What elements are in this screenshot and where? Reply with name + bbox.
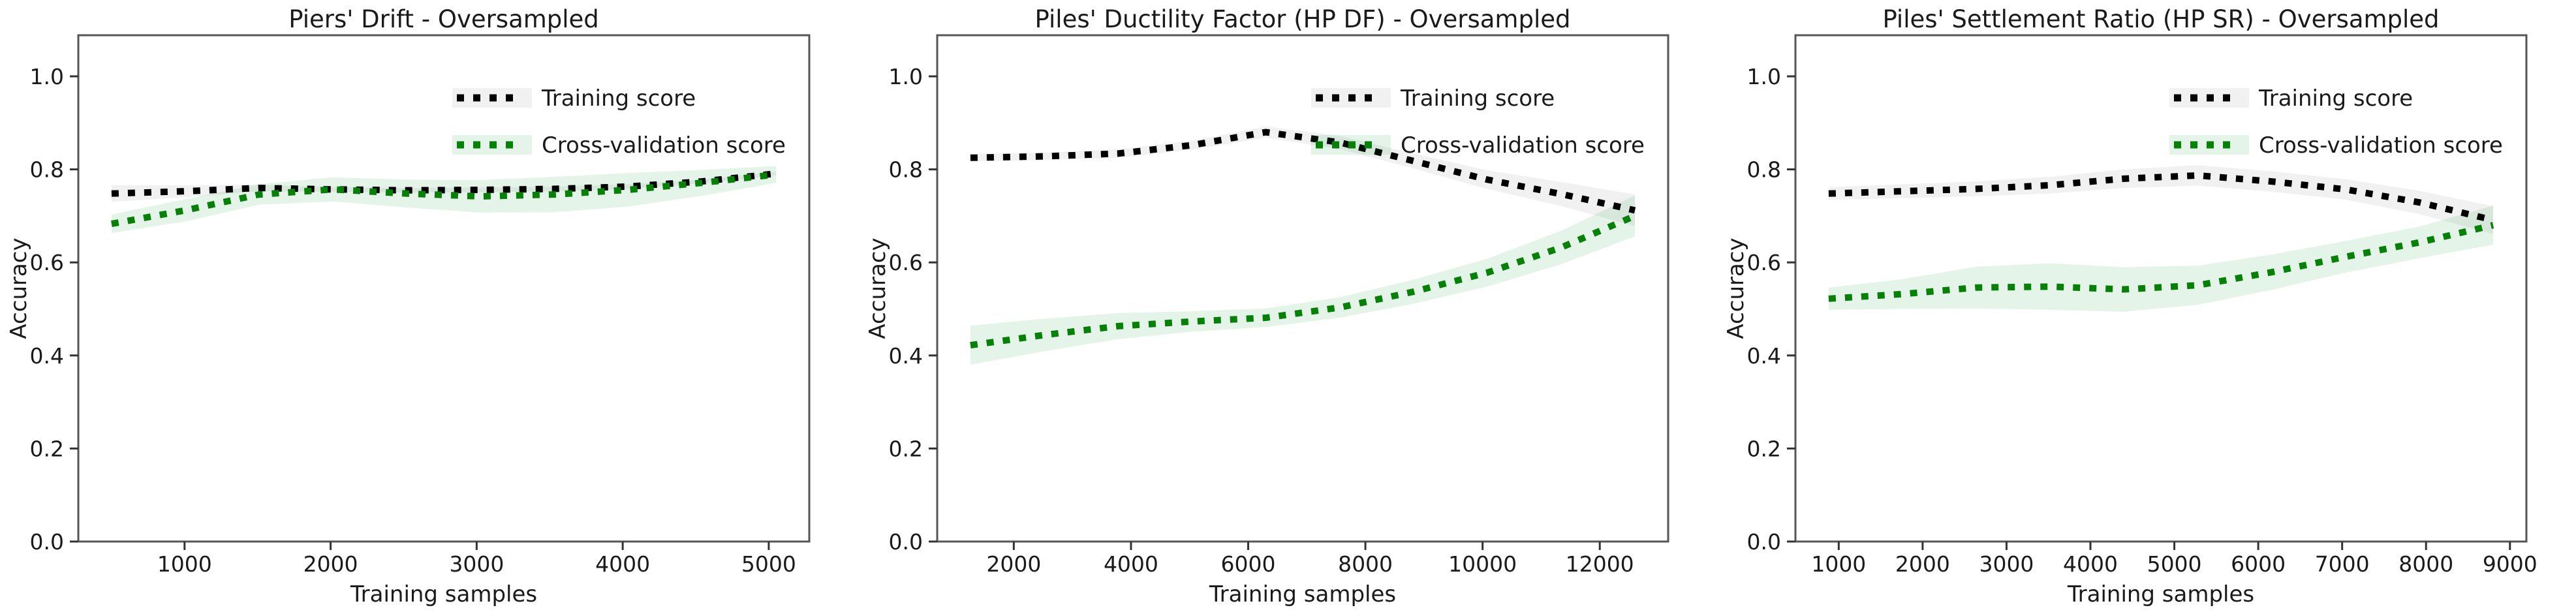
y-tick-label: 1.0 — [30, 64, 64, 89]
x-axis-label: Training samples — [2067, 581, 2254, 607]
y-tick-label: 1.0 — [888, 64, 922, 89]
chart-piles-ductility-factor: 0.0 0.2 0.4 0.6 0.8 1.0 2000 4000 6000 8000 10000 1… — [865, 5, 1669, 607]
x-tick-label: 8000 — [1338, 551, 1393, 577]
plot-frame — [1794, 34, 2528, 543]
chart-title: Piles' Settlement Ratio (HP SR) - Oversa… — [1883, 5, 2440, 33]
y-axis-label: Accuracy — [1723, 237, 1749, 339]
legend: Training score Cross-validation score — [1311, 85, 1645, 159]
cv-score-line — [1828, 222, 2494, 302]
chart-piers-drift: 0.0 0.2 0.4 0.6 0.8 1.0 1000 2000 3000 4000 5000 Tr… — [6, 5, 811, 607]
y-tick-label: 0.6 — [888, 250, 922, 275]
y-tick-label: 0.2 — [30, 436, 64, 461]
y-tick-label: 0.8 — [1747, 157, 1781, 183]
legend-label-training: Training score — [2258, 85, 2413, 112]
y-axis-label: Accuracy — [6, 237, 32, 339]
x-axis-label: Training samples — [1209, 581, 1396, 607]
y-tick-label: 0.0 — [888, 529, 922, 555]
x-tick-label: 8000 — [2399, 551, 2454, 577]
x-tick-label: 5000 — [741, 551, 796, 577]
subplot-piers-drift: 0.0 0.2 0.4 0.6 0.8 1.0 1000 2000 3000 4000 5000 Tr… — [0, 0, 859, 612]
x-tick-label: 3000 — [449, 551, 504, 577]
plot-area — [1828, 165, 2494, 312]
y-tick-label: 0.8 — [30, 157, 64, 183]
training-score-line — [1829, 172, 2494, 224]
plot-frame — [77, 34, 811, 543]
legend-label-cv: Cross-validation score — [2259, 132, 2503, 159]
y-tick-label: 0.4 — [888, 343, 922, 369]
subplot-piles-ductility-factor: 0.0 0.2 0.4 0.6 0.8 1.0 2000 4000 6000 8000 10000 1… — [859, 0, 1718, 612]
x-tick-label: 4000 — [1104, 551, 1158, 577]
y-tick-label: 0.6 — [30, 250, 64, 275]
cv-score-band — [970, 195, 1635, 365]
x-tick-label: 4000 — [2063, 551, 2118, 577]
cv-score-band — [111, 166, 777, 234]
cv-score-band — [1829, 206, 2494, 312]
legend: Training score Cross-validation score — [2169, 85, 2503, 159]
y-axis-label: Accuracy — [865, 237, 891, 339]
legend-label-training: Training score — [541, 85, 696, 112]
y-tick-label: 0.0 — [30, 529, 64, 555]
y-tick-label: 0.2 — [1747, 436, 1781, 461]
chart-piles-settlement-ratio: 0.0 0.2 0.4 0.6 0.8 1.0 1000 2000 3000 4000 5000 60… — [1723, 5, 2537, 607]
x-tick-label: 2000 — [303, 551, 358, 577]
x-tick-label: 6000 — [1220, 551, 1275, 577]
legend-label-cv: Cross-validation score — [1401, 132, 1645, 159]
x-tick-label: 10000 — [1448, 551, 1517, 577]
x-tick-label: 7000 — [2315, 551, 2370, 577]
x-tick-label: 5000 — [2147, 551, 2202, 577]
chart-title: Piers' Drift - Oversampled — [288, 5, 599, 33]
x-tick-label: 1000 — [1812, 551, 1867, 577]
training-score-band — [1829, 165, 2494, 234]
y-tick-label: 0.2 — [888, 436, 922, 461]
x-tick-label: 9000 — [2483, 551, 2537, 577]
legend-label-training: Training score — [1400, 85, 1555, 112]
x-tick-label: 2000 — [986, 551, 1041, 577]
plot-area — [111, 166, 777, 234]
y-tick-label: 0.0 — [1747, 529, 1781, 555]
y-tick-label: 0.4 — [1747, 343, 1781, 369]
legend-label-cv: Cross-validation score — [542, 132, 786, 159]
y-tick-label: 1.0 — [1747, 64, 1781, 89]
x-tick-label: 2000 — [1895, 551, 1950, 577]
y-tick-label: 0.8 — [888, 157, 922, 183]
x-tick-label: 4000 — [595, 551, 650, 577]
legend: Training score Cross-validation score — [452, 85, 786, 159]
plot-frame — [936, 34, 1669, 543]
x-axis-label: Training samples — [350, 581, 537, 607]
y-tick-label: 0.6 — [1747, 250, 1781, 275]
training-score-line — [970, 129, 1636, 214]
training-score-line — [111, 170, 777, 197]
cv-score-line — [111, 171, 777, 227]
x-tick-label: 12000 — [1565, 551, 1634, 577]
chart-title: Piles' Ductility Factor (HP DF) - Oversa… — [1034, 5, 1570, 33]
plot-area — [969, 127, 1636, 365]
y-tick-label: 0.4 — [30, 343, 64, 369]
x-tick-label: 1000 — [157, 551, 212, 577]
subplot-piles-settlement-ratio: 0.0 0.2 0.4 0.6 0.8 1.0 1000 2000 3000 4000 5000 60… — [1717, 0, 2576, 612]
x-tick-label: 6000 — [2231, 551, 2286, 577]
x-tick-label: 3000 — [1979, 551, 2034, 577]
